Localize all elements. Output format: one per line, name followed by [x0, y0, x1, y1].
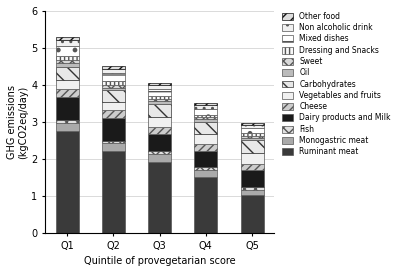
Bar	[56, 120, 79, 123]
Bar	[56, 80, 79, 89]
Bar	[194, 144, 217, 151]
Bar	[148, 101, 171, 104]
Bar	[194, 134, 217, 144]
Bar	[102, 66, 125, 69]
Bar	[148, 104, 171, 117]
Bar	[194, 103, 217, 105]
Bar	[240, 195, 264, 233]
Legend: Other food, Non alcoholic drink, Mixed dishes, Dressing and Snacks, Sweet, Oil, : Other food, Non alcoholic drink, Mixed d…	[280, 10, 392, 158]
Bar	[240, 138, 264, 140]
Bar	[194, 114, 217, 117]
Bar	[194, 122, 217, 134]
Bar	[148, 127, 171, 135]
Bar	[102, 118, 125, 141]
Bar	[56, 67, 79, 80]
Bar	[240, 125, 264, 128]
Bar	[102, 69, 125, 73]
Bar	[148, 117, 171, 127]
Bar	[240, 170, 264, 187]
Bar	[148, 85, 171, 89]
Bar	[240, 153, 264, 164]
Bar	[240, 164, 264, 170]
Bar	[56, 46, 79, 56]
Bar	[148, 99, 171, 101]
Bar	[148, 135, 171, 151]
Bar	[194, 119, 217, 122]
Bar	[102, 152, 125, 233]
Bar	[56, 37, 79, 40]
Y-axis label: GHG emissions
(kgCO2eq/day): GHG emissions (kgCO2eq/day)	[7, 85, 28, 159]
Bar	[148, 154, 171, 162]
Bar	[102, 102, 125, 111]
Bar	[56, 97, 79, 120]
Bar	[102, 73, 125, 81]
Bar	[102, 85, 125, 88]
Bar	[194, 117, 217, 119]
Bar	[148, 89, 171, 96]
Bar	[194, 151, 217, 167]
Bar	[194, 170, 217, 177]
Bar	[240, 140, 264, 153]
Bar	[240, 187, 264, 189]
Bar	[102, 111, 125, 118]
Bar	[148, 84, 171, 85]
Bar	[194, 105, 217, 109]
Bar	[240, 133, 264, 136]
Bar	[102, 90, 125, 102]
Bar	[56, 89, 79, 97]
Bar	[56, 131, 79, 233]
Bar	[194, 167, 217, 170]
X-axis label: Quintile of provegetarian score: Quintile of provegetarian score	[84, 256, 236, 266]
Bar	[240, 136, 264, 138]
Bar	[240, 123, 264, 125]
Bar	[56, 56, 79, 60]
Bar	[148, 151, 171, 154]
Bar	[102, 81, 125, 85]
Bar	[102, 88, 125, 90]
Bar	[148, 96, 171, 99]
Bar	[148, 162, 171, 233]
Bar	[102, 141, 125, 143]
Bar	[56, 40, 79, 46]
Bar	[194, 177, 217, 233]
Bar	[56, 63, 79, 67]
Bar	[194, 109, 217, 114]
Bar	[240, 128, 264, 133]
Bar	[56, 123, 79, 131]
Bar	[56, 60, 79, 63]
Bar	[102, 143, 125, 152]
Bar	[240, 189, 264, 195]
